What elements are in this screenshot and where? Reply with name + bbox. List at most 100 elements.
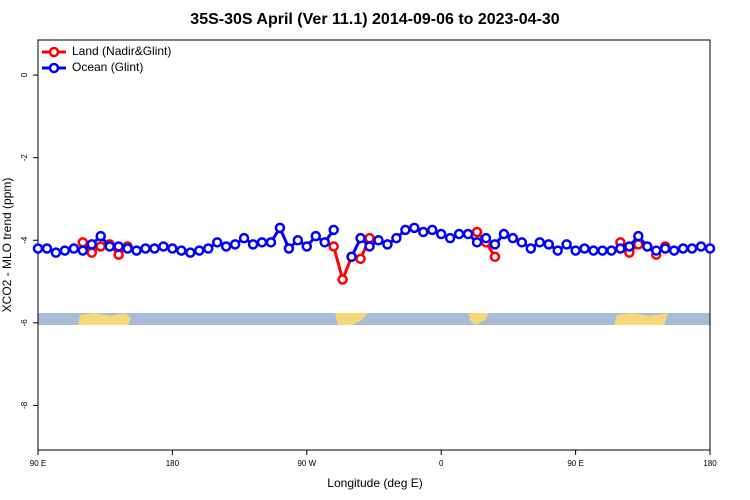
point — [364, 232, 375, 244]
land-strip — [78, 313, 131, 325]
point — [68, 243, 80, 254]
y-tick-label: -4 — [20, 236, 29, 244]
point — [158, 241, 169, 252]
x-axis-label: Longitude (deg E) — [327, 476, 422, 490]
point — [104, 241, 115, 252]
point — [185, 247, 196, 258]
point — [86, 239, 98, 250]
y-axis-label: XCO2 - MLO trend (ppm) — [0, 178, 14, 313]
legend-label: Ocean (Glint) — [72, 60, 143, 74]
point — [534, 237, 546, 248]
x-tick-label: 90 E — [30, 459, 46, 468]
point — [624, 241, 635, 252]
y-tick-label: -2 — [20, 154, 29, 162]
point — [229, 239, 241, 250]
point — [283, 243, 295, 254]
point — [489, 239, 501, 250]
point — [194, 245, 205, 256]
point — [498, 228, 510, 240]
point — [435, 228, 447, 240]
legend-marker — [48, 62, 60, 74]
point — [373, 235, 384, 246]
point — [95, 230, 106, 242]
point — [256, 237, 268, 248]
point — [418, 226, 429, 238]
point — [695, 241, 707, 252]
point — [597, 245, 608, 256]
point — [319, 237, 330, 248]
land-strip — [469, 313, 489, 325]
point — [507, 232, 519, 244]
y-tick-label: 0 — [20, 72, 29, 77]
legend-marker — [48, 46, 60, 58]
point — [301, 241, 313, 252]
point — [686, 243, 698, 254]
point — [355, 253, 366, 265]
point — [131, 245, 142, 256]
point — [149, 243, 160, 254]
point — [265, 237, 277, 248]
x-tick-label: 90 W — [297, 459, 316, 468]
land-strip — [335, 313, 368, 325]
point — [650, 245, 662, 256]
point — [444, 232, 456, 244]
point — [400, 224, 411, 236]
point — [588, 245, 599, 256]
point — [525, 243, 537, 254]
point — [364, 241, 375, 252]
point — [615, 243, 626, 254]
ocean-strip — [38, 313, 710, 325]
x-tick-label: 90 E — [567, 459, 583, 468]
point — [561, 239, 572, 250]
point — [211, 237, 223, 248]
point — [480, 232, 492, 244]
point — [677, 243, 689, 254]
point — [167, 243, 178, 254]
point — [32, 243, 44, 254]
map-strip — [38, 313, 710, 325]
y-tick-label: -6 — [20, 319, 29, 327]
point — [337, 274, 348, 285]
point — [50, 247, 62, 258]
point — [471, 226, 483, 238]
point — [462, 228, 474, 240]
point — [659, 243, 671, 254]
point — [310, 230, 322, 242]
point — [59, 245, 71, 256]
point — [633, 230, 644, 242]
point — [552, 245, 563, 256]
point — [382, 239, 393, 250]
point — [113, 241, 124, 252]
point — [247, 239, 259, 250]
y-tick-label: -8 — [20, 401, 29, 409]
x-tick-label: 0 — [439, 459, 444, 468]
x-tick-label: 180 — [166, 459, 180, 468]
point — [238, 232, 250, 244]
point — [570, 245, 581, 256]
point — [86, 247, 98, 258]
point — [77, 245, 89, 256]
point — [140, 243, 151, 254]
point — [543, 239, 554, 250]
point — [274, 222, 286, 234]
point — [77, 237, 89, 248]
point — [453, 228, 465, 240]
point — [579, 243, 590, 254]
x-tick-label: 180 — [703, 459, 717, 468]
point — [355, 232, 366, 244]
point — [516, 237, 528, 248]
point — [642, 241, 653, 252]
point — [176, 245, 187, 256]
point — [606, 245, 617, 256]
chart-title: 35S-30S April (Ver 11.1) 2014-09-06 to 2… — [190, 11, 560, 28]
point — [409, 222, 420, 234]
point — [220, 241, 232, 252]
point — [328, 224, 339, 236]
point — [292, 235, 304, 246]
point — [471, 237, 483, 248]
point — [122, 243, 133, 254]
point — [391, 232, 402, 244]
point — [328, 241, 339, 252]
